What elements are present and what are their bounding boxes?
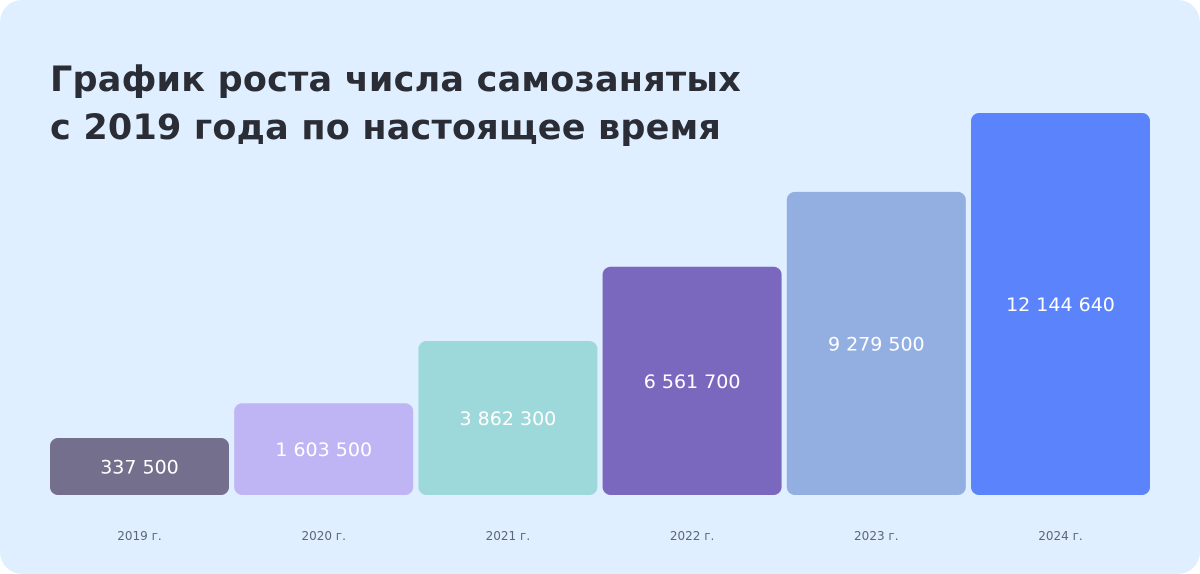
x-tick-label-3: 2022 г.	[670, 529, 714, 543]
bar-value-label-0: 337 500	[100, 457, 179, 479]
bar-value-label-1: 1 603 500	[275, 439, 372, 461]
bar-2	[418, 341, 598, 495]
x-tick-label-5: 2024 г.	[1038, 529, 1082, 543]
bar-value-label-4: 9 279 500	[828, 333, 925, 355]
x-tick-label-4: 2023 г.	[854, 529, 898, 543]
bar-value-label-2: 3 862 300	[460, 408, 557, 430]
chart-title: График роста числа самозанятых с 2019 го…	[50, 56, 810, 152]
x-tick-label-1: 2020 г.	[301, 529, 345, 543]
bar-3	[602, 266, 782, 495]
bar-value-label-5: 12 144 640	[1006, 294, 1115, 316]
chart-title-line-2: с 2019 года по настоящее время	[50, 108, 722, 148]
bar-0	[50, 438, 229, 495]
chart-title-line-1: График роста числа самозанятых	[50, 60, 741, 100]
bar-5	[971, 113, 1150, 495]
bar-1	[234, 403, 414, 495]
bar-value-label-3: 6 561 700	[644, 371, 741, 393]
x-tick-label-0: 2019 г.	[117, 529, 161, 543]
x-tick-label-2: 2021 г.	[486, 529, 530, 543]
bar-4	[786, 191, 966, 495]
